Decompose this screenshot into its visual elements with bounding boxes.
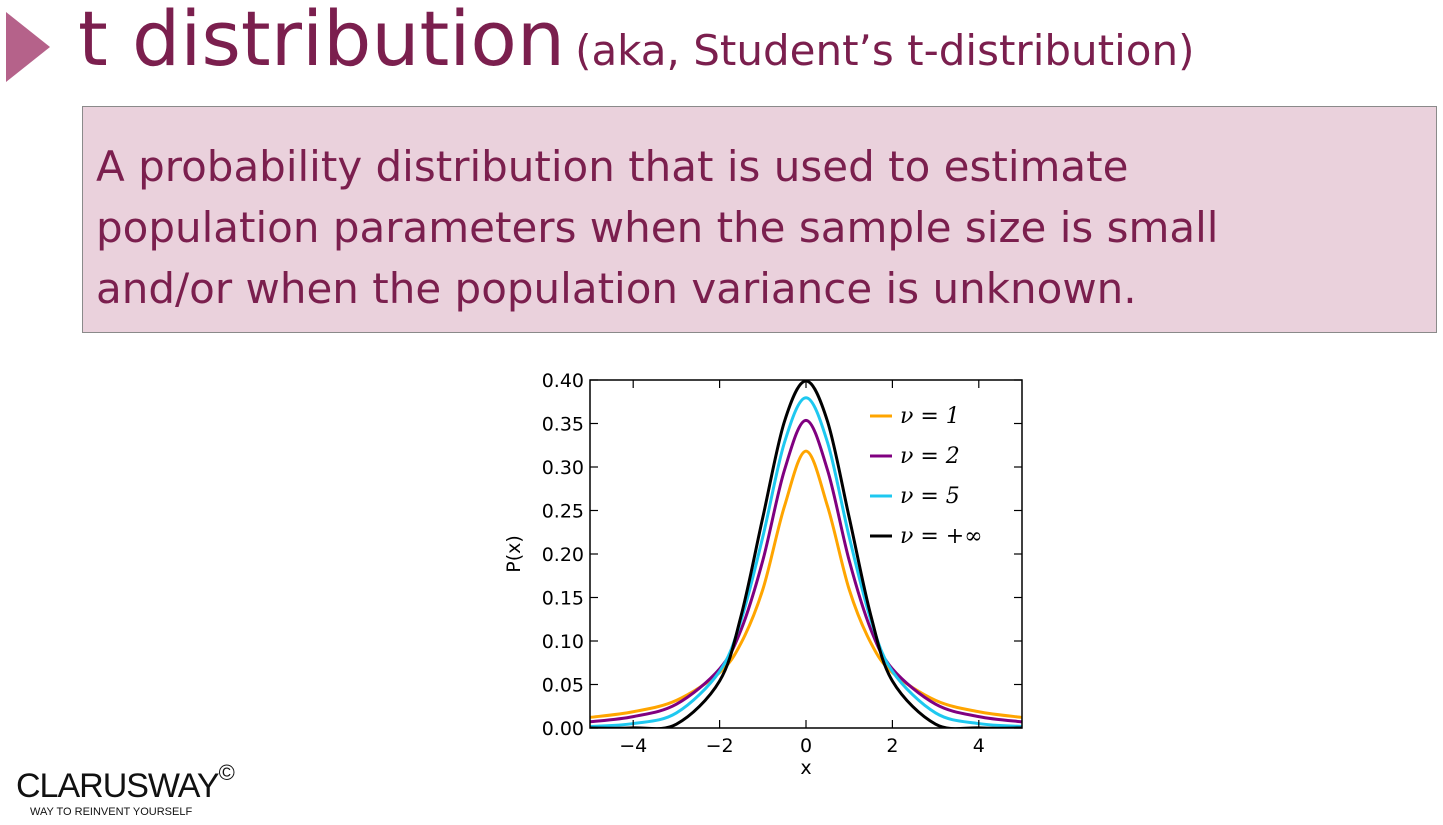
- y-tick-label: 0.10: [542, 631, 584, 653]
- page-title: t distribution (aka, Student’s t-distribu…: [78, 0, 1194, 83]
- y-tick-label: 0.25: [542, 501, 584, 523]
- y-tick-label: 0.00: [542, 718, 584, 740]
- slide-bullet-triangle: [6, 12, 50, 82]
- t-distribution-chart: 0.00 0.05 0.10 0.15 0.20 0.25 0.30 0.35 0.40 −4 −2…: [503, 370, 1023, 779]
- y-tick-label: 0.20: [542, 544, 584, 566]
- series-line-3: [590, 396, 1022, 728]
- y-tick-label: 0.40: [542, 370, 584, 392]
- x-axis-label: x: [800, 757, 811, 779]
- y-tick-label: 0.15: [542, 588, 584, 610]
- y-tick-label: 0.05: [542, 675, 584, 697]
- title-main: t distribution: [78, 0, 566, 83]
- title-subtitle: (aka, Student’s t-distribution): [575, 26, 1195, 75]
- x-tick-label: 0: [800, 735, 812, 757]
- legend-label-2: ν = 2: [900, 444, 960, 469]
- x-tick-label: −2: [706, 735, 734, 757]
- clarusway-logo: CLARUSWAY© WAY TO REINVENT YOURSELF: [16, 760, 235, 818]
- logo-tagline: WAY TO REINVENT YOURSELF: [30, 806, 193, 818]
- y-tick-label: 0.30: [542, 457, 584, 479]
- series-line-4: [590, 380, 1022, 728]
- x-tick-label: −4: [619, 735, 647, 757]
- logo-name: CLARUSWAY: [16, 767, 220, 805]
- x-tick-label: 2: [886, 735, 898, 757]
- definition-box: [82, 106, 1437, 333]
- logo-copyright: ©: [218, 760, 235, 785]
- y-axis-label: P(x): [503, 535, 525, 573]
- legend-label-1: ν = 1: [900, 404, 960, 429]
- series-line-2: [590, 418, 1022, 724]
- plot-frame: [589, 379, 1023, 729]
- x-tick-label: 4: [973, 735, 985, 757]
- y-tick-label: 0.35: [542, 414, 584, 436]
- legend-label-4: ν = +∞: [900, 524, 983, 549]
- legend-label-3: ν = 5: [900, 484, 960, 509]
- definition-text: A probability distribution that is used …: [96, 142, 1219, 313]
